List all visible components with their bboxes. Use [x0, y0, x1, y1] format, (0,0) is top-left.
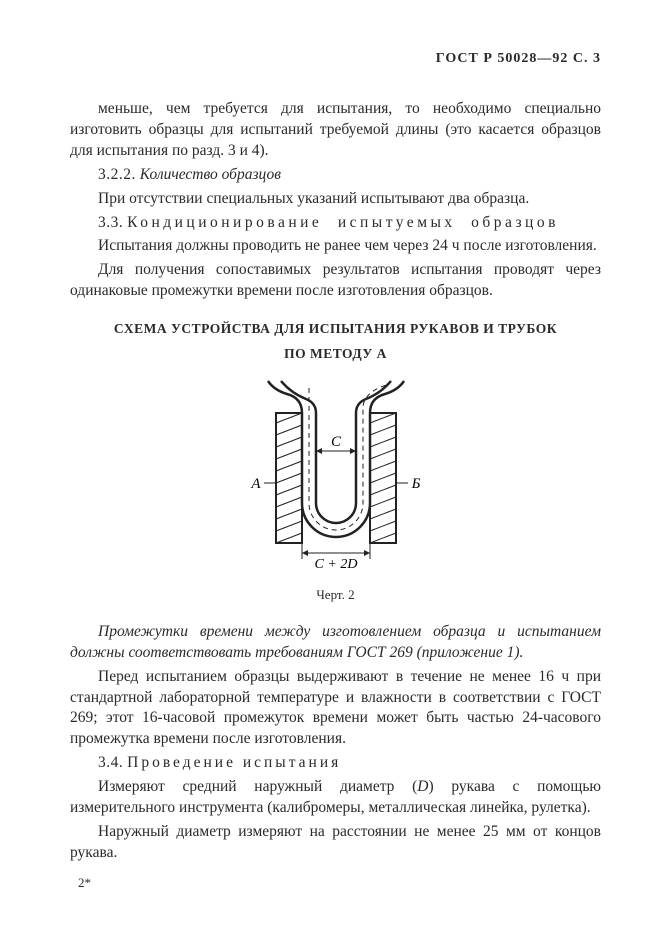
dimension-c: С [316, 434, 356, 457]
figure-caption: Черт. 2 [70, 586, 601, 604]
section-title-quantity: Количество образцов [140, 166, 281, 183]
section-title-cond-3: образ­цов [471, 214, 559, 231]
label-a: А [250, 476, 276, 492]
paragraph-6: Для получения сопоставимых результатов и… [70, 260, 601, 302]
paragraph-3: При отсутствии специальных указаний испы… [70, 189, 601, 210]
svg-text:С + 2D: С + 2D [314, 557, 357, 572]
paragraph-2: 3.2.2. Количество образцов [70, 165, 601, 186]
paragraph-5: Испытания должны проводить не ранее чем … [70, 236, 601, 257]
section-title-cond-2: испытуемых [338, 214, 456, 231]
figure-title: СХЕМА УСТРОЙСТВА ДЛЯ ИСПЫТАНИЯ РУКАВОВ И… [70, 320, 601, 339]
paragraph-1: меньше, чем требуется для испытания, то … [70, 99, 601, 162]
label-b: Б [396, 476, 421, 492]
footer-signature: 2* [70, 874, 601, 892]
paragraph-9: 3.4. Проведение испытания [70, 753, 601, 774]
dimension-c2d: С + 2D [302, 543, 370, 572]
tube-inner [281, 381, 391, 523]
p10-part-a: Измеряют средний наружный диаметр ( [98, 778, 417, 795]
left-plate [276, 413, 302, 543]
section-number-33: 3.3. [98, 214, 123, 231]
figure-subtitle: ПО МЕТОДУ А [70, 345, 601, 363]
paragraph-7: Промежутки времени между изготовлением о… [70, 622, 601, 664]
section-number-34: 3.4. [98, 754, 123, 771]
svg-text:Б: Б [410, 476, 420, 492]
paragraph-10: Измеряют средний наружный диаметр (D) ру… [70, 777, 601, 819]
paragraph-8: Перед испытанием образцы выдерживают в т… [70, 667, 601, 751]
paragraph-4: 3.3. Кондиционирование испытуемых образ­… [70, 213, 601, 234]
svg-text:А: А [250, 476, 261, 492]
diagram-svg: С С + 2D А Б [246, 373, 426, 573]
section-title-cond-1: Кондиционирование [127, 214, 322, 231]
p10-d-symbol: D [417, 778, 428, 795]
paragraph-11: Наружный диаметр измеряют на расстоянии … [70, 822, 601, 864]
figure-diagram: С С + 2D А Б [70, 373, 601, 580]
right-plate [370, 413, 396, 543]
svg-text:С: С [330, 434, 341, 450]
section-title-procedure: Проведение испытания [127, 754, 341, 771]
section-number-322: 3.2.2. [98, 166, 136, 183]
page-header: ГОСТ Р 50028—92 С. 3 [70, 50, 601, 69]
